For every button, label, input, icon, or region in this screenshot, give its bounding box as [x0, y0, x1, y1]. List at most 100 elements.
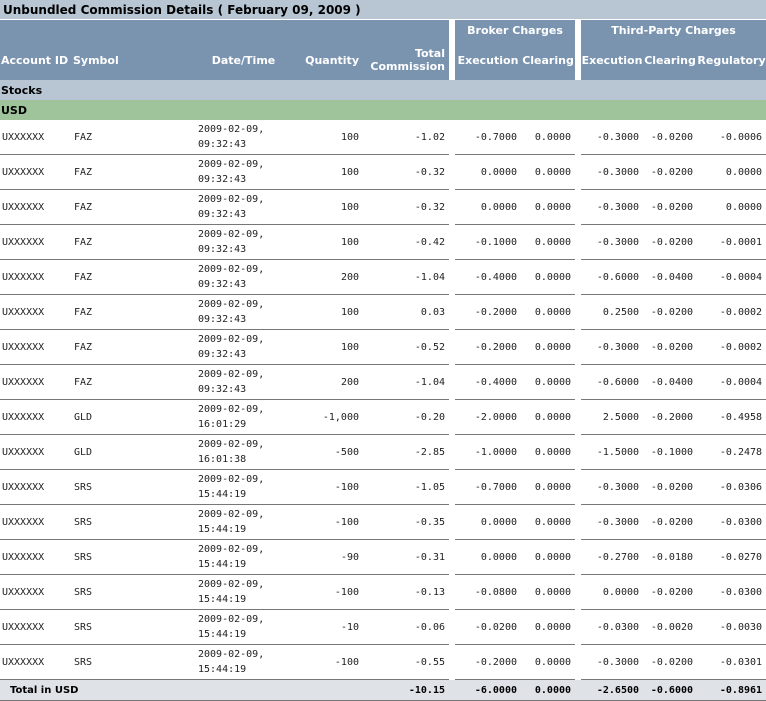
column-separator — [575, 504, 582, 540]
total-commission-cell: -0.31 — [363, 539, 449, 575]
account-id-cell: UXXXXXX — [0, 609, 72, 645]
quantity-cell: -100 — [301, 574, 363, 610]
symbol-cell: SRS — [72, 644, 186, 680]
total-third-party-regulatory: -0.8961 — [697, 679, 766, 701]
column-separator — [449, 259, 455, 295]
broker-clearing-cell: 0.0000 — [521, 574, 576, 610]
column-separator — [449, 434, 455, 470]
datetime-cell: 2009-02-09, 09:32:43 — [186, 329, 301, 365]
table-row: UXXXXXX GLD 2009-02-09, 16:01:38 -500 -2.85 -1… — [0, 434, 766, 470]
broker-execution-cell: -2.0000 — [455, 399, 521, 435]
date-text: 2009-02-09, — [198, 369, 265, 380]
time-text: 16:01:29 — [198, 419, 247, 430]
time-text: 09:32:43 — [198, 174, 247, 185]
total-third-party-execution: -2.6500 — [581, 679, 644, 701]
total-quantity-cell — [301, 679, 363, 701]
symbol-cell: SRS — [72, 574, 186, 610]
datetime-cell: 2009-02-09, 15:44:19 — [186, 574, 301, 610]
third-party-charges-header: Third-Party Charges — [581, 20, 766, 40]
column-separator — [449, 574, 455, 610]
column-separator — [575, 224, 582, 260]
broker-execution-cell: 0.0000 — [455, 539, 521, 575]
datetime-cell: 2009-02-09, 15:44:19 — [186, 504, 301, 540]
time-text: 09:32:43 — [198, 349, 247, 360]
time-text: 09:32:43 — [198, 209, 247, 220]
group-header-blank — [0, 20, 449, 40]
time-text: 16:01:38 — [198, 454, 247, 465]
total-commission-cell: -0.52 — [363, 329, 449, 365]
total-commission-cell: -0.20 — [363, 399, 449, 435]
datetime-cell: 2009-02-09, 09:32:43 — [186, 364, 301, 400]
symbol-cell: SRS — [72, 504, 186, 540]
column-separator — [575, 329, 582, 365]
total-commission-cell: -2.85 — [363, 434, 449, 470]
total-commission-header-line2: Commission — [370, 60, 445, 73]
column-header-row: Account ID Symbol Date/Time Quantity Tot… — [0, 40, 766, 80]
total-commission-cell: -0.13 — [363, 574, 449, 610]
account-id-cell: UXXXXXX — [0, 189, 72, 225]
broker-execution-cell: -0.7000 — [455, 469, 521, 505]
broker-clearing-cell: 0.0000 — [521, 329, 576, 365]
datetime-cell: 2009-02-09, 16:01:29 — [186, 399, 301, 435]
column-separator — [575, 120, 582, 155]
column-separator — [575, 154, 582, 190]
third-party-regulatory-cell: -0.0002 — [697, 329, 766, 365]
column-separator — [575, 609, 582, 645]
third-party-clearing-cell: -0.0020 — [643, 609, 698, 645]
third-party-execution-cell: 2.5000 — [581, 399, 644, 435]
broker-clearing-cell: 0.0000 — [521, 189, 576, 225]
time-text: 15:44:19 — [198, 594, 247, 605]
broker-clearing-cell: 0.0000 — [521, 259, 576, 295]
quantity-cell: -1,000 — [301, 399, 363, 435]
column-separator — [575, 539, 582, 575]
third-party-regulatory-cell: -0.0301 — [697, 644, 766, 680]
quantity-cell: 200 — [301, 259, 363, 295]
third-party-execution-cell: -0.2700 — [581, 539, 644, 575]
third-party-clearing-cell: -0.0200 — [643, 120, 698, 155]
symbol-cell: FAZ — [72, 294, 186, 330]
third-party-execution-cell: -0.6000 — [581, 259, 644, 295]
broker-execution-cell: -0.4000 — [455, 364, 521, 400]
broker-execution-cell: 0.0000 — [455, 504, 521, 540]
date-text: 2009-02-09, — [198, 614, 265, 625]
date-text: 2009-02-09, — [198, 194, 265, 205]
time-text: 15:44:19 — [198, 559, 247, 570]
column-separator — [575, 434, 582, 470]
total-broker-clearing: 0.0000 — [521, 679, 576, 701]
date-text: 2009-02-09, — [198, 474, 265, 485]
table-row: UXXXXXX FAZ 2009-02-09, 09:32:43 100 -0.32 0.0… — [0, 189, 766, 225]
third-party-clearing-cell: -0.1000 — [643, 434, 698, 470]
third-party-clearing-cell: -0.0200 — [643, 189, 698, 225]
total-commission-cell: 0.03 — [363, 294, 449, 330]
symbol-cell: FAZ — [72, 189, 186, 225]
third-party-execution-cell: -0.3000 — [581, 224, 644, 260]
third-party-execution-cell: -0.3000 — [581, 120, 644, 155]
table-row: UXXXXXX FAZ 2009-02-09, 09:32:43 100 -1.02 -0.… — [0, 120, 766, 155]
column-separator — [449, 20, 455, 40]
quantity-cell: 100 — [301, 224, 363, 260]
time-text: 09:32:43 — [198, 384, 247, 395]
broker-clearing-cell: 0.0000 — [521, 364, 576, 400]
account-id-cell: UXXXXXX — [0, 224, 72, 260]
time-text: 09:32:43 — [198, 314, 247, 325]
third-party-regulatory-cell: 0.0000 — [697, 189, 766, 225]
date-text: 2009-02-09, — [198, 264, 265, 275]
third-party-clearing-header: Clearing — [643, 40, 698, 80]
symbol-cell: FAZ — [72, 329, 186, 365]
broker-clearing-header: Clearing — [521, 40, 576, 80]
third-party-clearing-cell: -0.0200 — [643, 469, 698, 505]
date-text: 2009-02-09, — [198, 439, 265, 450]
third-party-clearing-cell: -0.0200 — [643, 329, 698, 365]
total-commission-cell: -0.06 — [363, 609, 449, 645]
account-id-cell: UXXXXXX — [0, 434, 72, 470]
column-separator — [449, 364, 455, 400]
third-party-regulatory-cell: -0.0004 — [697, 364, 766, 400]
broker-clearing-cell: 0.0000 — [521, 469, 576, 505]
third-party-clearing-cell: -0.0200 — [643, 644, 698, 680]
broker-clearing-cell: 0.0000 — [521, 644, 576, 680]
datetime-cell: 2009-02-09, 09:32:43 — [186, 294, 301, 330]
third-party-execution-header: Execution — [581, 40, 644, 80]
column-separator — [449, 189, 455, 225]
third-party-execution-cell: -0.3000 — [581, 469, 644, 505]
column-separator — [449, 120, 455, 155]
